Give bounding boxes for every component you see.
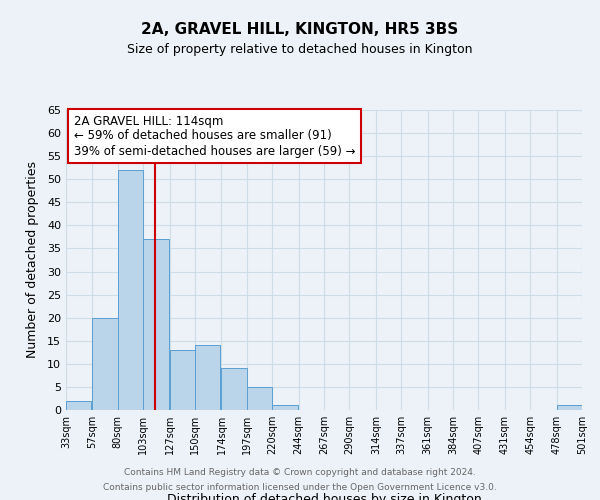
Bar bbox=[221, 368, 247, 410]
Bar bbox=[118, 170, 143, 410]
Bar bbox=[143, 239, 169, 410]
Bar bbox=[92, 318, 118, 410]
Text: Contains public sector information licensed under the Open Government Licence v3: Contains public sector information licen… bbox=[103, 483, 497, 492]
Bar bbox=[66, 401, 91, 410]
Text: 2A GRAVEL HILL: 114sqm
← 59% of detached houses are smaller (91)
39% of semi-det: 2A GRAVEL HILL: 114sqm ← 59% of detached… bbox=[74, 114, 355, 158]
Text: 2A, GRAVEL HILL, KINGTON, HR5 3BS: 2A, GRAVEL HILL, KINGTON, HR5 3BS bbox=[142, 22, 458, 38]
Bar bbox=[247, 387, 272, 410]
Bar bbox=[195, 346, 220, 410]
Text: Contains HM Land Registry data © Crown copyright and database right 2024.: Contains HM Land Registry data © Crown c… bbox=[124, 468, 476, 477]
Y-axis label: Number of detached properties: Number of detached properties bbox=[26, 162, 38, 358]
X-axis label: Distribution of detached houses by size in Kington: Distribution of detached houses by size … bbox=[167, 493, 481, 500]
Text: Size of property relative to detached houses in Kington: Size of property relative to detached ho… bbox=[127, 42, 473, 56]
Bar bbox=[557, 406, 582, 410]
Bar bbox=[272, 406, 298, 410]
Bar bbox=[170, 350, 195, 410]
